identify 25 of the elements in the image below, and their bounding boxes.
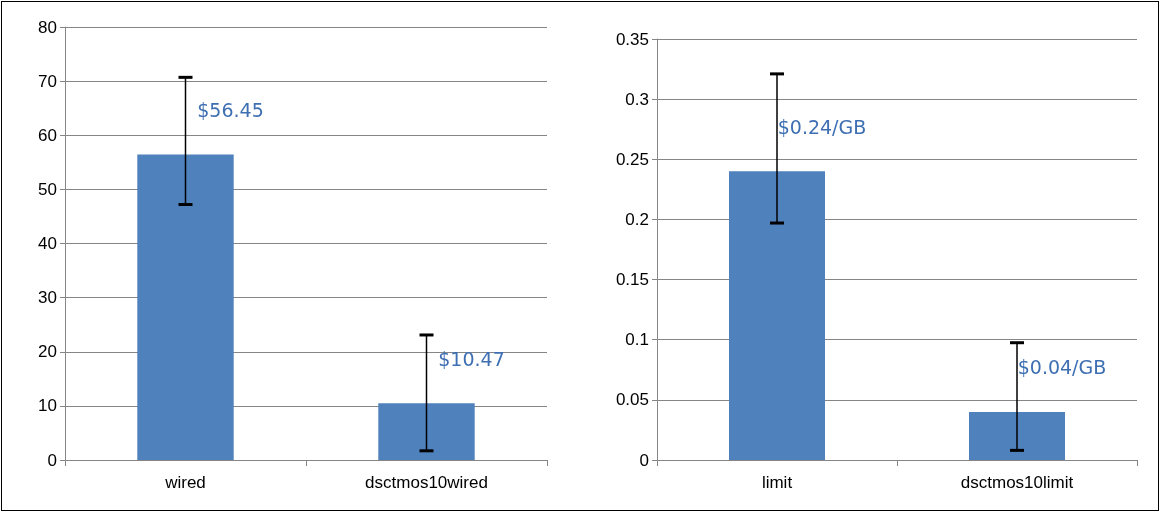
- y-tick-label: 20: [38, 342, 57, 362]
- x-tick-label: wired: [164, 473, 206, 492]
- y-tick-label: 0.3: [625, 89, 649, 109]
- data-label: $0.24/GB: [777, 115, 867, 138]
- x-tick-label: dsctmos10limit: [960, 473, 1074, 492]
- y-tick-label: 60: [38, 125, 57, 145]
- y-tick-label: 0.05: [615, 390, 649, 410]
- y-tick-label: 70: [38, 71, 57, 91]
- y-tick-label: 0.35: [615, 29, 649, 49]
- x-tick-label: limit: [761, 473, 793, 492]
- y-tick-label: 80: [38, 17, 57, 37]
- y-tick-label: 0.15: [615, 270, 649, 290]
- y-tick-label: 10: [38, 396, 57, 416]
- y-tick-label: 0: [47, 450, 57, 470]
- data-label: $0.04/GB: [1017, 356, 1107, 379]
- y-tick-label: 0.2: [625, 209, 649, 229]
- y-tick-label: 0.25: [615, 149, 649, 169]
- y-tick-label: 0.1: [625, 330, 649, 350]
- y-tick-label: 50: [38, 179, 57, 199]
- data-label: $56.45: [197, 98, 264, 121]
- x-tick-label: dsctmos10wired: [365, 473, 488, 492]
- y-tick-label: 40: [38, 234, 57, 253]
- y-tick-label: 0: [639, 450, 649, 470]
- data-label: $10.47: [438, 347, 505, 370]
- y-tick-label: 30: [38, 288, 57, 308]
